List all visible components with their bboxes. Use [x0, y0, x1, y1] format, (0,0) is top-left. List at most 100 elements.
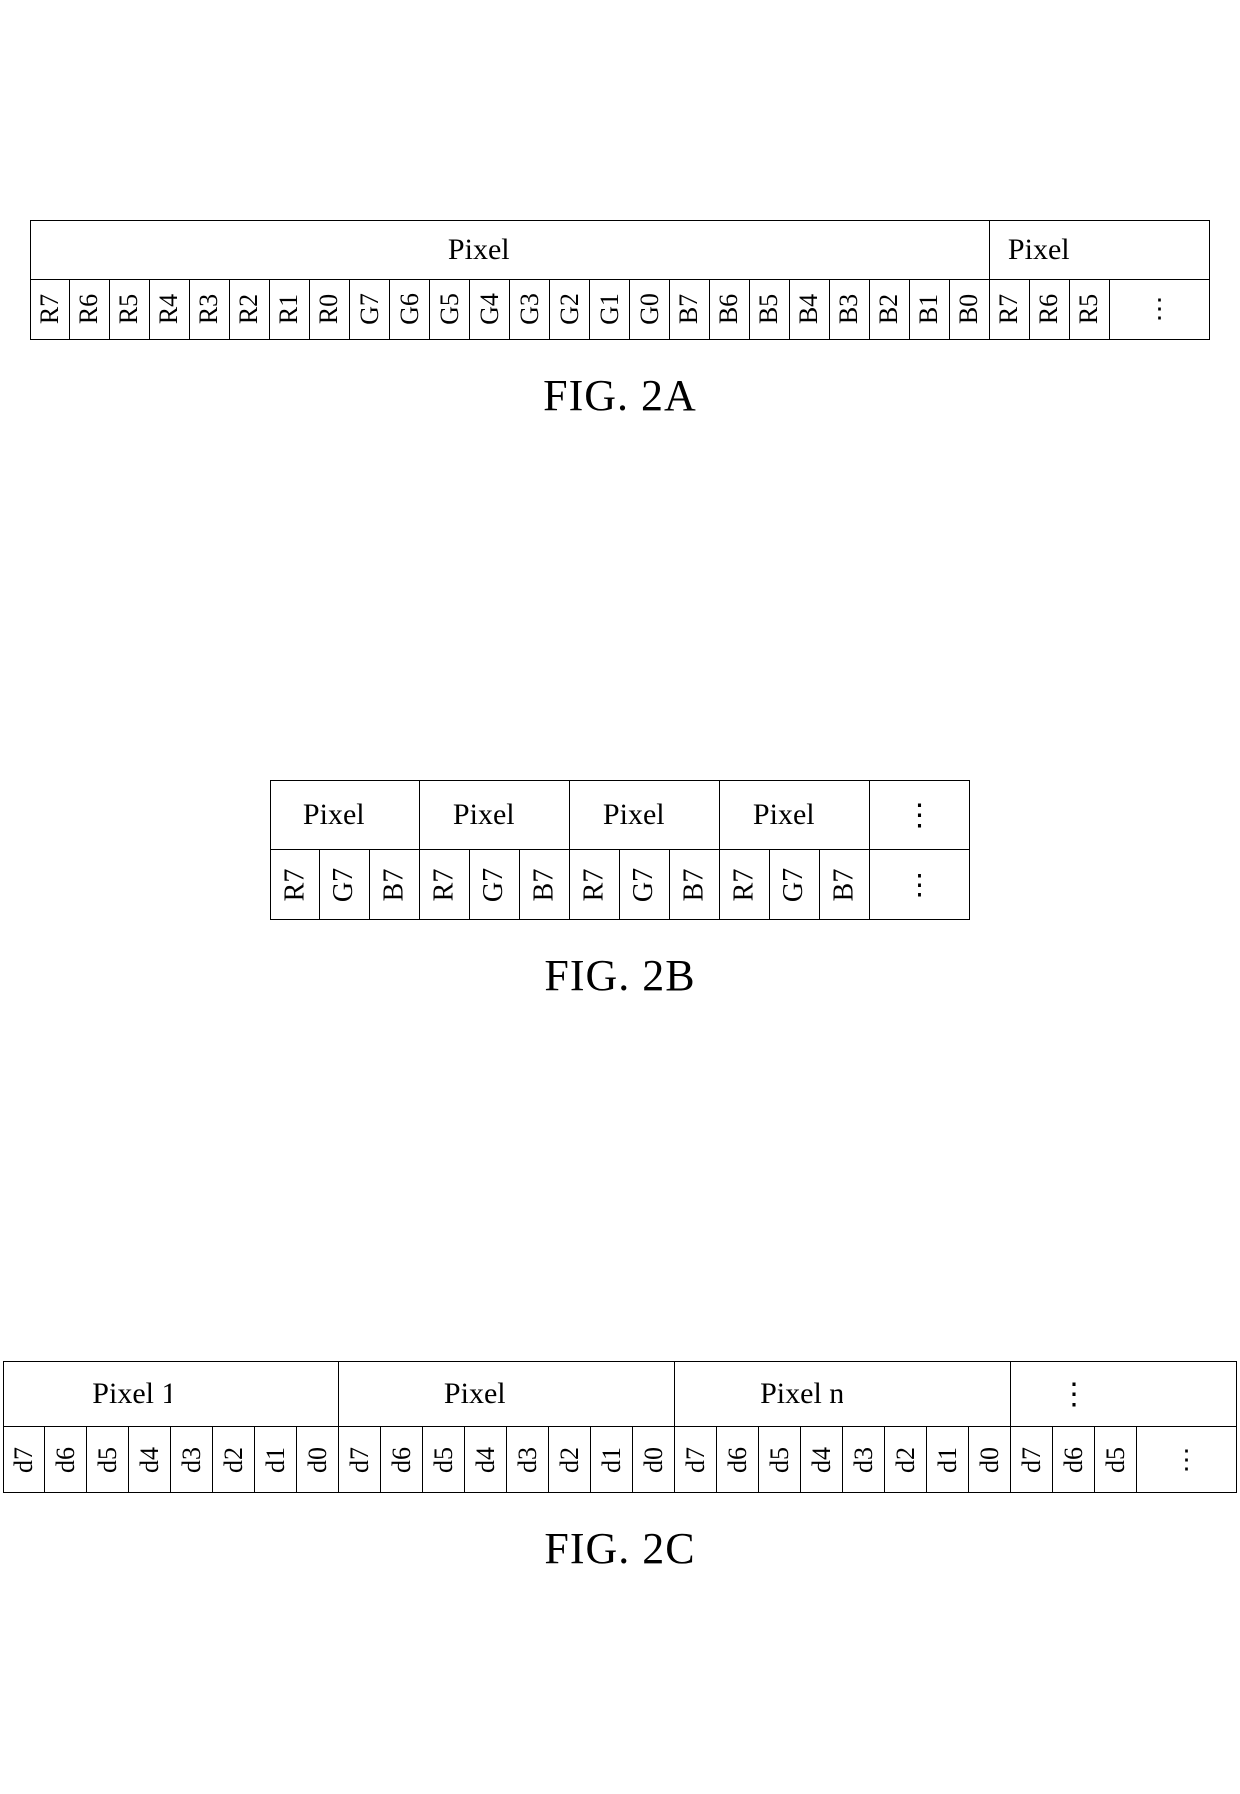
table-column: R6 — [70, 220, 110, 340]
data-label: G1 — [595, 293, 625, 325]
data-label: R0 — [315, 294, 345, 324]
table-column: d6 — [381, 1361, 423, 1493]
data-cell: G6 — [390, 280, 430, 340]
data-label: R5 — [115, 294, 145, 324]
data-cell: d2 — [213, 1427, 255, 1493]
header-cell — [910, 220, 950, 280]
data-cell: ⋮ — [1137, 1427, 1237, 1493]
table-column: d2 — [213, 1361, 255, 1493]
data-cell: B3 — [830, 280, 870, 340]
table-column: ⋮⋮ — [870, 780, 970, 920]
data-label: d4 — [471, 1447, 501, 1473]
data-cell: G7 — [470, 850, 520, 920]
header-cell — [370, 780, 420, 850]
header-cell — [670, 780, 720, 850]
header-cell — [549, 1361, 591, 1427]
data-cell: G7 — [770, 850, 820, 920]
header-cell: Pixel 2 — [470, 780, 520, 850]
header-cell — [70, 220, 110, 280]
caption-fig2a: FIG. 2A — [543, 370, 697, 421]
data-cell: d1 — [927, 1427, 969, 1493]
table-column: d7 — [339, 1361, 381, 1493]
data-label: d7 — [345, 1447, 375, 1473]
data-label: G6 — [395, 293, 425, 325]
data-cell: R4 — [150, 280, 190, 340]
data-label: G5 — [435, 293, 465, 325]
data-label: B4 — [795, 294, 825, 324]
figure-2b: R7Pixel 1G7B7R7Pixel 2G7B7R7Pixel 3G7B7R… — [270, 780, 970, 1001]
header-cell: Pixel 2 — [1030, 220, 1070, 280]
data-label: d7 — [9, 1447, 39, 1473]
data-label: B3 — [835, 294, 865, 324]
data-cell: d5 — [1095, 1427, 1137, 1493]
data-cell: R7 — [990, 280, 1030, 340]
data-label: ⋮ — [906, 868, 934, 902]
table-column: Pixel 2R6 — [1030, 220, 1070, 340]
data-label: R7 — [995, 294, 1025, 324]
data-cell: ⋮ — [870, 850, 970, 920]
data-label: B7 — [679, 869, 711, 902]
table-column: B1 — [910, 220, 950, 340]
table-column: d7 — [1011, 1361, 1053, 1493]
data-label: d1 — [597, 1447, 627, 1473]
table-column: d0 — [633, 1361, 675, 1493]
data-label: R7 — [579, 869, 611, 902]
data-cell: G7 — [350, 280, 390, 340]
header-cell — [270, 220, 310, 280]
data-label: G4 — [475, 293, 505, 325]
data-label: R7 — [429, 869, 461, 902]
header-cell: Pixel 3 — [620, 780, 670, 850]
data-cell: d7 — [3, 1427, 45, 1493]
data-label: R4 — [155, 294, 185, 324]
table-column: R0 — [310, 220, 350, 340]
data-cell: d0 — [633, 1427, 675, 1493]
data-label: d4 — [135, 1447, 165, 1473]
data-cell: R5 — [110, 280, 150, 340]
header-cell — [670, 220, 710, 280]
data-label: G7 — [355, 293, 385, 325]
table-column: B3 — [830, 220, 870, 340]
table-column: d0 — [297, 1361, 339, 1493]
header-cell — [510, 220, 550, 280]
header-cell — [1011, 1361, 1053, 1427]
data-cell: B7 — [520, 850, 570, 920]
data-cell: R6 — [70, 280, 110, 340]
data-cell: d3 — [171, 1427, 213, 1493]
table-column: Pixel 1G4 — [470, 220, 510, 340]
data-label: R7 — [729, 869, 761, 902]
table-column: R5 — [110, 220, 150, 340]
data-cell: G2 — [550, 280, 590, 340]
data-label: d0 — [303, 1447, 333, 1473]
data-cell: B7 — [670, 850, 720, 920]
header-cell — [350, 220, 390, 280]
table-column: R4 — [150, 220, 190, 340]
data-cell: d7 — [1011, 1427, 1053, 1493]
data-cell: G4 — [470, 280, 510, 340]
header-cell: ⋮ — [870, 780, 970, 850]
header-cell — [310, 220, 350, 280]
data-label: B7 — [379, 869, 411, 902]
table-column: G6 — [390, 220, 430, 340]
data-cell: d5 — [759, 1427, 801, 1493]
data-label: R2 — [235, 294, 265, 324]
header-cell — [507, 1361, 549, 1427]
figure-2c: d7d6d5Pixel 1~nd4d3d2d1d0d7d6d5Pixel nd4… — [3, 1361, 1237, 1574]
header-cell — [339, 1361, 381, 1427]
data-cell: B2 — [870, 280, 910, 340]
header-cell — [1137, 1361, 1237, 1427]
table-column: d2 — [885, 1361, 927, 1493]
data-cell: d5 — [87, 1427, 129, 1493]
data-label: R1 — [275, 294, 305, 324]
data-cell: R7 — [270, 850, 320, 920]
header-label: ⋮ — [905, 798, 935, 833]
table-column: B4 — [790, 220, 830, 340]
table-column: d1 — [591, 1361, 633, 1493]
data-cell: d6 — [717, 1427, 759, 1493]
data-cell: B0 — [950, 280, 990, 340]
table-column: ⋮ — [1110, 220, 1210, 340]
data-label: R5 — [1075, 294, 1105, 324]
data-label: B7 — [675, 294, 705, 324]
table-column: R2 — [230, 220, 270, 340]
header-cell — [520, 780, 570, 850]
data-label: d6 — [387, 1447, 417, 1473]
